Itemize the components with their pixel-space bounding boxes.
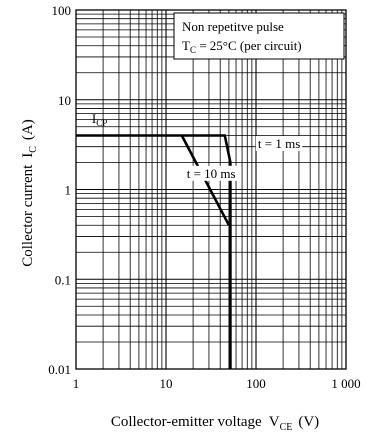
x-tick-label: 10 <box>160 376 173 391</box>
annotation-icp: ICP <box>92 111 107 128</box>
y-axis-unit: (A) <box>20 119 36 140</box>
x-axis-sub: CE <box>280 422 293 433</box>
annotation-t1-background <box>255 135 303 151</box>
tick-labels: 1 10 100 1 000 0.01 0.1 1 10 100 <box>48 3 360 391</box>
x-axis-label: Collector-emitter voltage <box>111 414 262 430</box>
y-axis-label: Collector current <box>20 164 36 267</box>
grid <box>76 10 346 369</box>
annotation-t-1ms: t = 1 ms <box>258 136 300 151</box>
y-tick-label: 100 <box>52 3 72 18</box>
y-tick-label: 0.1 <box>55 272 71 287</box>
series-line-1 <box>76 134 232 369</box>
legend-box <box>173 12 345 60</box>
legend-line-1: Non repetitve pulse <box>182 19 284 34</box>
x-tick-label: 100 <box>246 376 266 391</box>
y-axis-title: Collector current IC (A) <box>20 119 39 267</box>
x-tick-label: 1 000 <box>331 376 360 391</box>
annotation-icp-sub: CP <box>96 118 107 128</box>
legend: Non repetitve pulse TC = 25°C (per circu… <box>173 12 345 60</box>
x-axis-title: Collector-emitter voltage VCE (V) <box>111 414 319 433</box>
legend-line-2: TC = 25°C (per circuit) <box>182 38 302 55</box>
x-tick-label: 1 <box>73 376 80 391</box>
y-tick-label: 1 <box>65 183 72 198</box>
annotation-t10-background <box>184 165 238 181</box>
y-axis-sub: C <box>28 146 39 153</box>
annotation-icp-symbol: I <box>92 111 96 126</box>
y-tick-label: 10 <box>58 93 71 108</box>
annotations: ICP t = 1 ms t = 10 ms <box>92 111 303 181</box>
annotation-t-10ms: t = 10 ms <box>187 166 236 181</box>
y-tick-label: 0.01 <box>48 362 71 377</box>
legend-temp-value: = 25°C <box>196 38 237 53</box>
y-axis-symbol: I <box>20 153 36 158</box>
legend-temp-symbol: T <box>182 38 190 53</box>
plot-frame <box>75 9 347 370</box>
x-axis-symbol: V <box>269 414 280 430</box>
legend-temp-sub: C <box>190 45 196 55</box>
legend-per-circuit: (per circuit) <box>240 38 302 53</box>
x-axis-unit: (V) <box>298 414 319 430</box>
